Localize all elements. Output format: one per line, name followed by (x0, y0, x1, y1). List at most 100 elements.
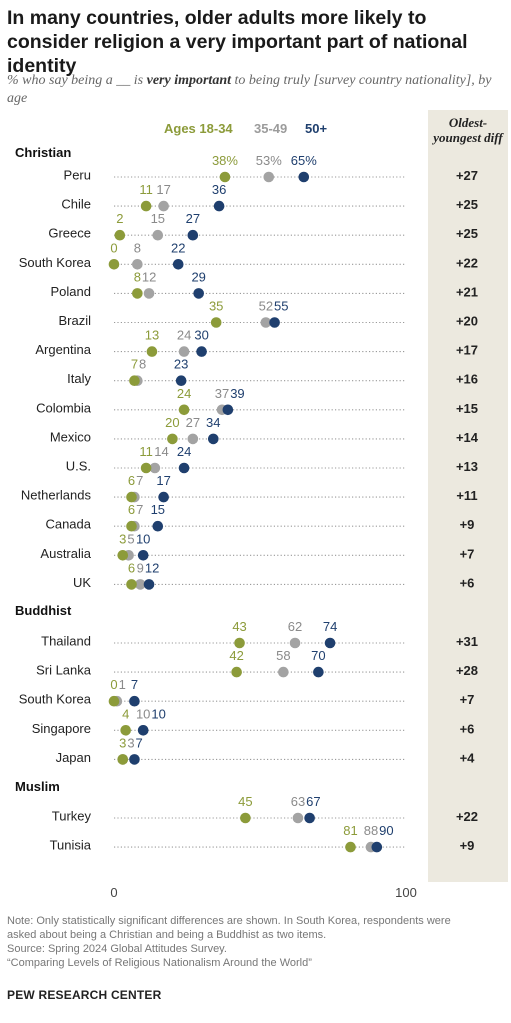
value-label-old: 34 (206, 415, 220, 430)
x-tick-label: 0 (110, 885, 117, 900)
value-label-mid: 7 (136, 473, 143, 488)
dot-young (117, 550, 129, 561)
dot-mid (134, 579, 146, 590)
value-label-old: 24 (177, 444, 191, 459)
dot-young (117, 754, 129, 765)
value-label-mid: 88 (364, 823, 378, 838)
dot-mid (187, 433, 199, 445)
row-label: Chile (61, 197, 91, 212)
row-label: Colombia (36, 400, 92, 415)
diff-value: +11 (456, 488, 477, 503)
row-label: Sri Lanka (36, 663, 92, 678)
dot-young (108, 259, 120, 270)
dot-old (129, 754, 140, 765)
value-label-young: 43 (232, 619, 246, 634)
footnote: Note: Only statistically significant dif… (7, 914, 507, 970)
value-label-young: 11 (139, 444, 153, 459)
value-label-young: 11 (139, 182, 153, 197)
value-label-old: 7 (131, 677, 138, 692)
diff-value: +6 (460, 575, 475, 590)
dot-old (313, 666, 324, 678)
value-label-young: 3 (119, 531, 126, 546)
dot-old (137, 725, 149, 736)
value-label-young: 0 (110, 240, 117, 255)
row-label: Netherlands (21, 488, 92, 503)
value-label-old: 74 (323, 619, 337, 634)
dot-old (152, 520, 164, 532)
value-label-young: 6 (128, 560, 135, 575)
value-label-old: 29 (191, 269, 205, 284)
value-label-old: 30 (194, 328, 208, 343)
value-label-young: 13 (145, 328, 159, 343)
dot-young (140, 200, 152, 212)
value-label-mid: 17 (156, 182, 170, 197)
row-label: U.S. (66, 459, 91, 474)
dot-mid (292, 812, 304, 824)
diff-value: +28 (456, 663, 478, 678)
value-label-young: 6 (128, 473, 135, 488)
dot-young (219, 171, 231, 183)
note-line-2: asked about being a Christian and being … (7, 929, 327, 941)
subtitle-emphasis: very important (146, 73, 231, 88)
dot-young (126, 520, 137, 532)
diff-value: +6 (460, 721, 475, 736)
value-label-old: 10 (151, 706, 165, 721)
value-label-mid: 8 (139, 357, 146, 372)
value-label-young: 6 (128, 502, 135, 517)
dot-young (126, 579, 137, 590)
group-label: Muslim (15, 779, 60, 794)
dot-young (120, 725, 131, 736)
dot-mid (143, 288, 155, 299)
diff-value: +25 (456, 197, 478, 212)
value-label-young: 0 (110, 677, 117, 692)
dot-young (140, 462, 152, 474)
diff-value: +7 (460, 692, 475, 707)
dot-mid (132, 259, 143, 270)
value-label-young: 8 (134, 269, 141, 284)
value-label-old: 17 (156, 473, 170, 488)
dot-young (114, 229, 126, 241)
value-label-old: 23 (174, 357, 188, 372)
value-label-mid: 8 (134, 240, 141, 255)
diff-value: +9 (460, 517, 475, 532)
value-label-mid: 24 (177, 328, 191, 343)
row-label: Peru (64, 168, 91, 183)
value-label-old: 27 (186, 211, 200, 226)
dot-young (108, 695, 120, 707)
value-label-young: 4 (122, 706, 129, 721)
dot-mid (289, 637, 301, 649)
dot-old (137, 550, 149, 561)
dot-young (240, 812, 251, 824)
dot-old (158, 491, 169, 503)
chart-title: In many countries, older adults more lik… (7, 7, 468, 77)
dot-young (345, 841, 356, 853)
row-label: Argentina (35, 342, 91, 357)
value-label-mid: 5 (127, 531, 134, 546)
value-label-old: 90 (379, 823, 393, 838)
value-label-old: 12 (145, 560, 159, 575)
row-label: Poland (51, 284, 91, 299)
dot-old (129, 695, 140, 707)
value-label-mid: 27 (186, 415, 200, 430)
dot-mid (178, 346, 190, 357)
diff-value: +13 (456, 459, 478, 474)
diff-value: +22 (456, 809, 478, 824)
dot-old (304, 812, 315, 824)
subtitle-post: to being truly [survey country nationali… (7, 73, 492, 106)
group-label: Buddhist (15, 603, 72, 618)
value-label-mid: 3 (127, 735, 134, 750)
row-label: Brazil (58, 313, 91, 328)
value-label-old: 7 (136, 735, 143, 750)
diff-value: +22 (456, 255, 478, 270)
diff-column-header: Oldest-youngest diff (433, 115, 503, 145)
value-label-mid: 62 (288, 619, 302, 634)
dot-young (146, 346, 158, 357)
dot-old (175, 375, 187, 387)
row-label: South Korea (19, 692, 92, 707)
dot-old (207, 433, 219, 445)
dot-old (371, 841, 383, 853)
row-label: Thailand (41, 634, 91, 649)
diff-value: +7 (460, 546, 475, 561)
row-label: Mexico (50, 429, 91, 444)
value-label-mid: 53% (256, 153, 282, 168)
